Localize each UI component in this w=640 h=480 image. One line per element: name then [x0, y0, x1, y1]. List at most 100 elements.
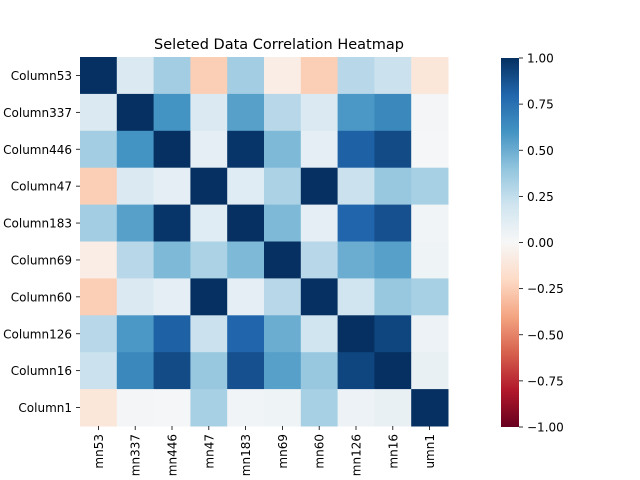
heatmap-cell: [337, 93, 375, 132]
heatmap-cell: [116, 241, 155, 279]
x-tick-label: mn53: [92, 434, 106, 469]
heatmap-cell: [374, 241, 412, 279]
heatmap-cell: [411, 315, 449, 353]
heatmap-cell: [153, 204, 191, 242]
heatmap-cell: [190, 93, 228, 132]
colorbar-tick-label: 0.75: [527, 98, 554, 112]
heatmap-cell: [190, 130, 228, 169]
heatmap-cell: [337, 130, 375, 169]
heatmap-cell: [337, 278, 375, 316]
heatmap-cell: [374, 278, 412, 316]
y-tick-label: Column446: [3, 143, 72, 157]
chart-title: Seleted Data Correlation Heatmap: [154, 37, 404, 53]
heatmap-cell: [374, 130, 412, 169]
x-tick-label: mn16: [386, 434, 400, 469]
heatmap-cell: [116, 204, 155, 242]
heatmap-cell: [300, 167, 339, 206]
heatmap-cell: [190, 57, 228, 95]
heatmap-cell: [337, 241, 375, 279]
heatmap-cell: [300, 389, 339, 427]
x-tick-label: mn337: [129, 434, 143, 476]
heatmap-cell: [411, 167, 449, 206]
x-tick-label: mn446: [166, 434, 180, 476]
heatmap-cell: [264, 130, 302, 169]
heatmap-cell: [300, 241, 339, 279]
heatmap-cell: [374, 167, 412, 206]
colorbar-tick-label: 0.00: [527, 236, 554, 250]
heatmap-cell: [116, 278, 155, 316]
heatmap-cell: [411, 204, 449, 242]
heatmap-cell: [300, 130, 339, 169]
heatmap-cell: [116, 389, 155, 427]
heatmap-cell: [153, 241, 191, 279]
heatmap-cell: [374, 315, 412, 353]
heatmap-cell: [227, 93, 265, 132]
x-tick-label: mn47: [202, 434, 216, 469]
heatmap-cell: [411, 130, 449, 169]
heatmap-cell: [153, 315, 191, 353]
heatmap-cell: [411, 389, 449, 427]
heatmap-cell: [300, 352, 339, 390]
heatmap-cell: [374, 57, 412, 95]
heatmap-cell: [116, 352, 155, 390]
heatmap-cell: [80, 130, 118, 169]
heatmap-cell: [337, 352, 375, 390]
heatmap-cell: [264, 241, 302, 279]
heatmap-cell: [264, 204, 302, 242]
colorbar-tick-label: −0.50: [527, 328, 564, 342]
colorbar-tick-label: 0.25: [527, 190, 554, 204]
y-tick-label: Column69: [11, 253, 72, 267]
heatmap-cell: [153, 389, 191, 427]
heatmap-cell: [337, 204, 375, 242]
heatmap-cell: [227, 278, 265, 316]
heatmap-cell: [153, 57, 191, 95]
y-tick-label: Column1: [18, 401, 72, 415]
heatmap-cell: [190, 315, 228, 353]
heatmap-cell: [116, 315, 155, 353]
heatmap-cell: [300, 57, 339, 95]
x-tick-label: mn126: [350, 434, 364, 476]
heatmap-cell: [80, 204, 118, 242]
heatmap-cell: [374, 93, 412, 132]
heatmap-cell: [80, 352, 118, 390]
colorbar-tick-label: 0.50: [527, 144, 554, 158]
heatmap-cell: [190, 389, 228, 427]
heatmap-cell: [264, 278, 302, 316]
heatmap-cell: [190, 204, 228, 242]
colorbar-tick-label: −1.00: [527, 421, 564, 435]
colorbar-tick-label: −0.25: [527, 282, 564, 296]
colorbar-gradient: [501, 58, 519, 427]
y-tick-label: Column16: [11, 364, 72, 378]
heatmap-cell: [337, 389, 375, 427]
heatmap-cell: [300, 278, 339, 316]
heatmap-cell: [227, 130, 265, 169]
heatmap-cell: [153, 278, 191, 316]
heatmap-cell: [411, 241, 449, 279]
x-tick-label: mn69: [276, 434, 290, 469]
heatmap-cells: [80, 57, 449, 427]
heatmap-cell: [80, 167, 118, 206]
heatmap-cell: [116, 167, 155, 206]
heatmap-cell: [227, 241, 265, 279]
heatmap-cell: [264, 315, 302, 353]
heatmap-cell: [80, 57, 118, 95]
heatmap-cell: [264, 389, 302, 427]
y-tick-label: Column126: [3, 327, 72, 341]
heatmap-cell: [153, 167, 191, 206]
heatmap-cell: [300, 204, 339, 242]
x-tick-label: umn1: [423, 434, 437, 469]
heatmap-cell: [411, 352, 449, 390]
heatmap-cell: [411, 93, 449, 132]
heatmap-cell: [227, 315, 265, 353]
heatmap-cell: [190, 241, 228, 279]
heatmap-cell: [227, 352, 265, 390]
heatmap-cell: [300, 315, 339, 353]
heatmap-cell: [227, 167, 265, 206]
x-tick-label: mn183: [239, 434, 253, 476]
heatmap-cell: [411, 57, 449, 95]
heatmap-cell: [264, 93, 302, 132]
heatmap-cell: [227, 389, 265, 427]
y-tick-label: Column60: [11, 290, 72, 304]
heatmap-cell: [264, 57, 302, 95]
